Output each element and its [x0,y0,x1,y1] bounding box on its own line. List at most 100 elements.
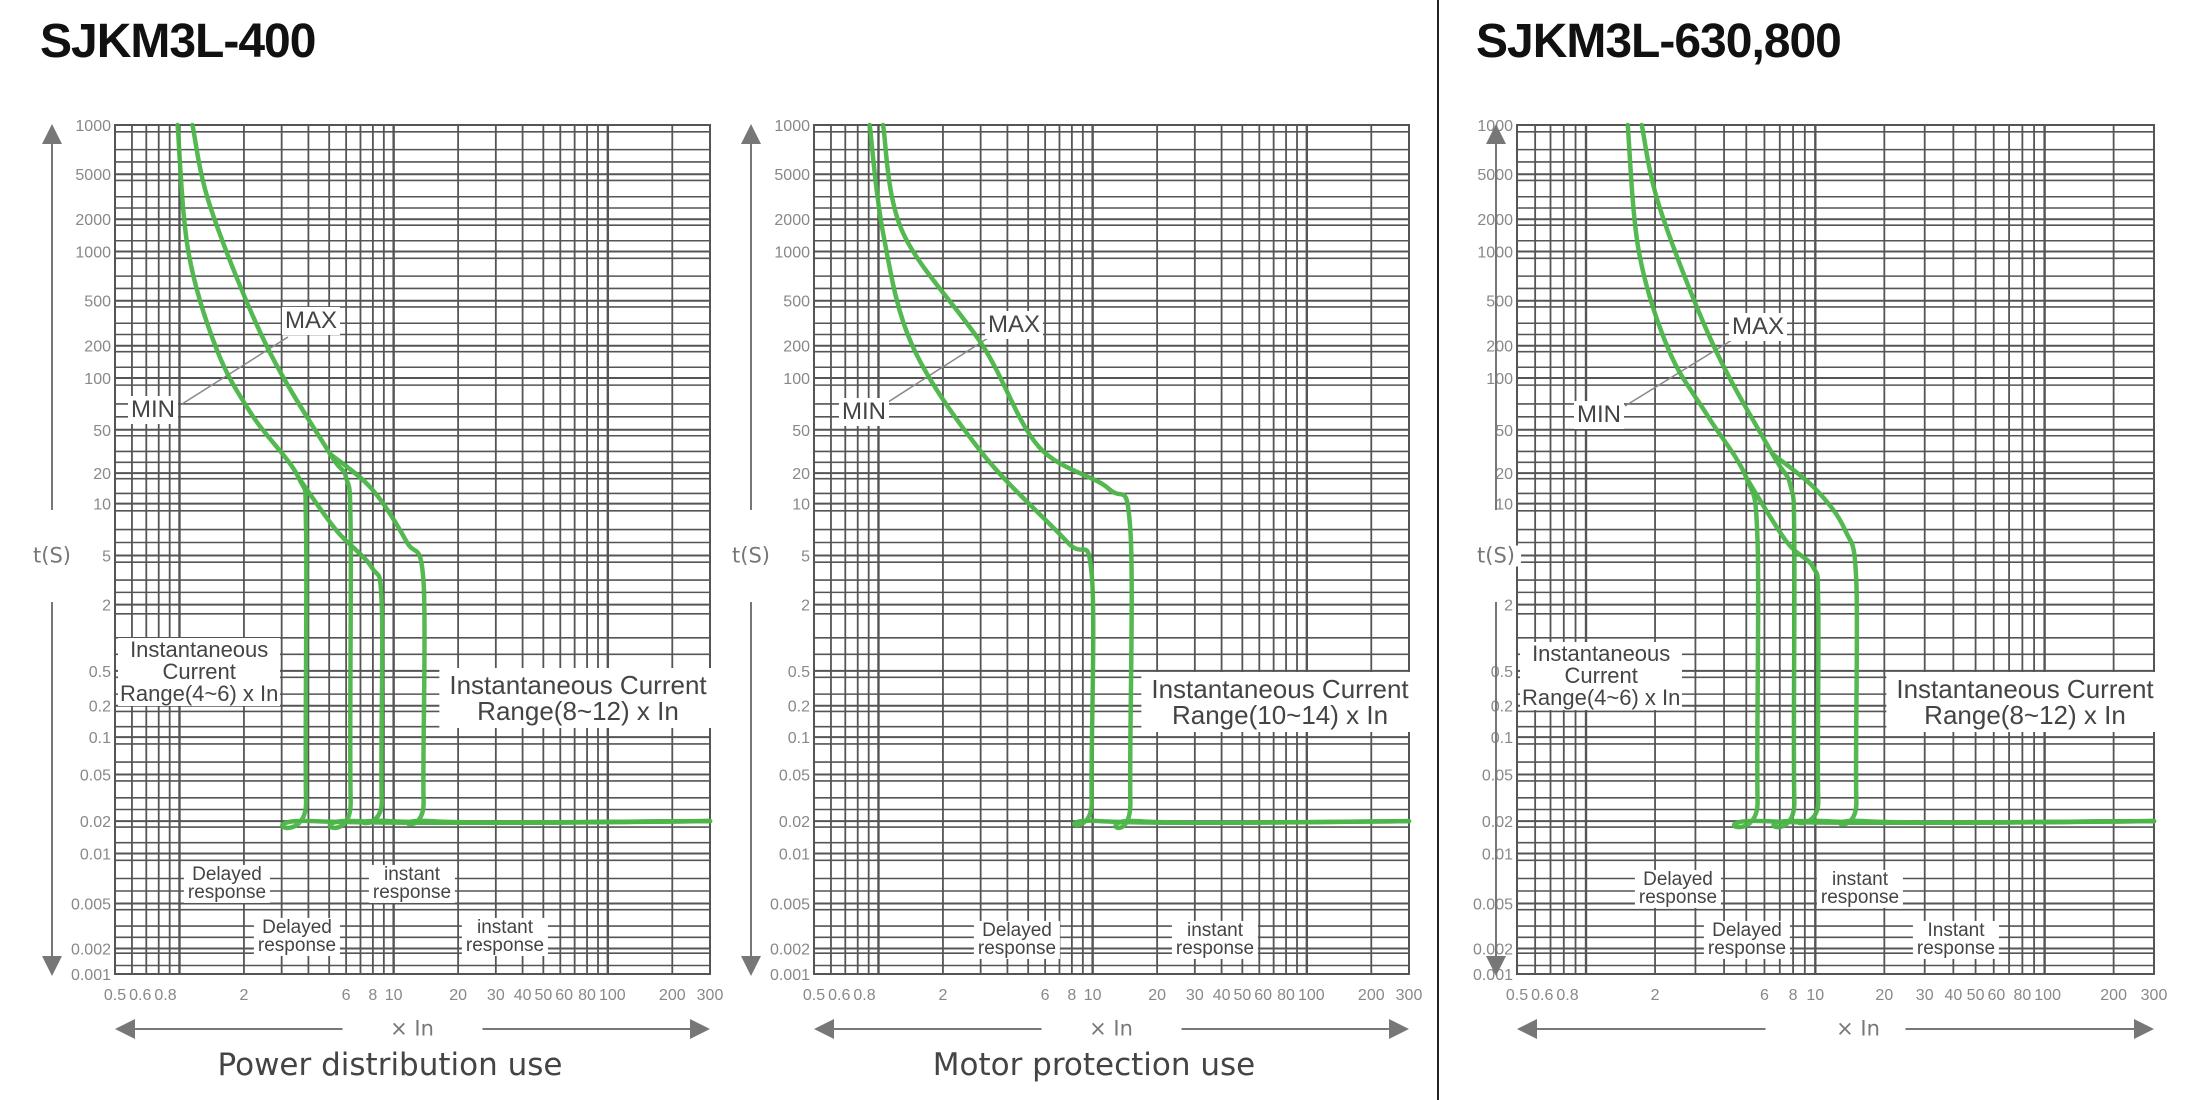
y-axis-label: t(S) [27,545,77,567]
delayed-response-label: Delayed response [1703,919,1791,960]
x-tick-label: 100 [2034,987,2061,1004]
y-tick-label: 0.2 [89,699,111,716]
y-tick-label: 0.001 [770,967,810,984]
x-tick-label: 300 [2141,987,2168,1004]
x-tick-label: 0.8 [1556,987,1578,1004]
label-line: Delayed [982,919,1052,941]
x-tick-label: 20 [1148,987,1166,1004]
min-max-leader-line [884,337,989,405]
x-tick-label: 0.5 [803,987,825,1004]
x-tick-label: 2 [1651,987,1660,1004]
label-line: Current [162,659,236,684]
x-tick-label: 0.5 [104,987,126,1004]
x-tick-label: 0.8 [154,987,176,1004]
x-tick-label: 6 [1760,987,1769,1004]
y-tick-label: 0.5 [1491,664,1513,681]
trip-curve [880,122,1412,831]
label-line: response [257,935,337,956]
x-tick-label: 80 [578,987,596,1004]
label-line: Instantaneous [1532,641,1671,666]
y-tick-label: 10 [1495,497,1513,514]
trip-curve [867,122,1412,828]
y-tick-label: 50 [1495,423,1513,440]
trip-curve [327,451,713,827]
label-line: Range(4~6) x In [1522,685,1681,710]
trip-curve [175,122,713,831]
label-line: response [372,882,452,903]
y-tick-label: 0.002 [71,942,111,959]
chart-caption: Power distribution use [217,1047,563,1083]
y-tick-label: 1000 [774,245,810,262]
y-tick-label: 0.05 [1482,767,1513,784]
x-tick-label: 2 [938,987,947,1004]
y-tick-label: 0.005 [770,897,810,914]
x-tick-label: 10 [385,987,403,1004]
instantaneous-low-range-label: Instantaneous Current Range(4~6) x In [118,638,281,706]
instantaneous-range-label: Instantaneous Current Range(10~14) x In [1141,672,1419,732]
y-tick-label: 10 [792,497,810,514]
y-tick-label: 0.001 [71,967,111,984]
y-tick-label: 20 [93,466,111,483]
x-tick-label: 50 [1967,987,1985,1004]
label-line: instant [1187,919,1243,941]
x-tick-label: 60 [1987,987,2005,1004]
label-line: Instantaneous Current [1896,674,2154,704]
min-max-leader-line [181,336,289,405]
x-tick-label: 30 [487,987,505,1004]
x-tick-label: 30 [1916,987,1934,1004]
x-tick-label: 100 [1298,987,1325,1004]
y-tick-label: 0.2 [1491,699,1513,716]
label-line: Delayed [1712,919,1782,941]
instant-response-label: instant response [461,918,549,957]
x-tick-label: 2 [239,987,248,1004]
x-tick-label: 200 [1358,987,1385,1004]
y-tick-label: 100 [84,371,111,388]
label-line: Instantaneous Current [449,670,707,700]
delayed-response-label: Delayed response [973,919,1061,960]
y-tick-label: 0.002 [1473,942,1513,959]
x-tick-label: 200 [2100,987,2127,1004]
y-tick-label: 0.02 [80,814,111,831]
label-line: Instantaneous Current [1151,674,1409,704]
y-tick-label: 0.5 [89,664,111,681]
x-tick-label: 6 [1041,987,1050,1004]
chart-caption: Motor protection use [932,1047,1256,1083]
label-line: Range(8~12) x In [1924,700,2126,730]
max-label: MAX [281,307,341,335]
y-tick-label: 0.01 [80,846,111,863]
x-tick-label: 6 [342,987,351,1004]
y-tick-label: 0.002 [770,942,810,959]
y-tick-label: 0.1 [1491,730,1513,747]
instantaneous-high-range-label: Instantaneous Current Range(8~12) x In [1886,672,2164,732]
delayed-response-label: Delayed response [183,863,271,904]
y-tick-label: 0.001 [1473,967,1513,984]
y-tick-label: 0.005 [1473,897,1513,914]
y-tick-label: 20 [1495,466,1513,483]
instant-response-label: instant response [1171,919,1259,960]
y-tick-label: 5 [801,548,810,565]
y-tick-label: 0.1 [89,730,111,747]
y-tick-label: 500 [783,294,810,311]
y-tick-label: 500 [1486,294,1513,311]
x-tick-label: 50 [534,987,552,1004]
label-line: response [1638,887,1718,908]
min-label: MIN [128,396,178,424]
label-line: response [1820,887,1900,908]
x-tick-label: 40 [514,987,532,1004]
instantaneous-low-range-label: Instantaneous Current Range(4~6) x In [1520,641,1683,710]
y-tick-label: 0.02 [779,814,810,831]
x-tick-label: 80 [2013,987,2031,1004]
trip-curve [190,122,713,831]
y-tick-label: 50 [792,423,810,440]
x-tick-label: 50 [1233,987,1251,1004]
x-tick-label: 40 [1944,987,1962,1004]
label-line: Delayed [192,863,262,885]
trip-curve [1639,122,2157,830]
y-tick-label: 200 [84,339,111,356]
x-tick-label: 60 [1254,987,1272,1004]
y-tick-label: 2000 [75,212,111,229]
x-tick-label: 300 [697,987,724,1004]
x-axis-label: × In [1830,1018,1886,1040]
y-tick-label: 0.5 [788,664,810,681]
